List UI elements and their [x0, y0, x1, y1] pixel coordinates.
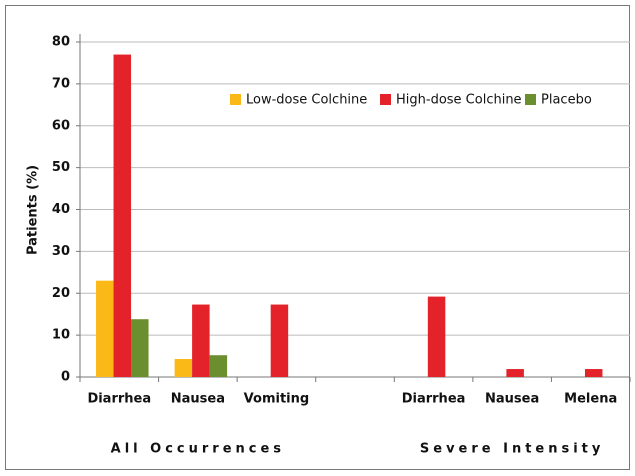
bar [427, 296, 446, 377]
legend-label: Placebo [541, 93, 592, 108]
legend-swatch [525, 94, 536, 105]
legend-swatch [380, 94, 391, 105]
x-tick-label: Melena [564, 392, 617, 407]
legend-swatch [230, 94, 241, 105]
bar [270, 304, 289, 377]
bar [506, 369, 524, 377]
x-tick-label: Diarrhea [402, 392, 466, 407]
x-tick-label: Nausea [485, 392, 539, 407]
y-tick-label: 10 [52, 328, 70, 343]
x-tick-label: Diarrhea [87, 392, 151, 407]
y-tick-label: 70 [52, 76, 70, 91]
y-tick-label: 40 [52, 202, 70, 217]
group-label: All Occurrences [111, 442, 285, 457]
bar [192, 304, 210, 377]
group-label: Severe Intensity [420, 442, 605, 457]
y-axis-label: Patients (%) [26, 165, 41, 255]
y-tick-label: 30 [52, 244, 70, 259]
y-tick-label: 0 [61, 370, 70, 385]
bar [584, 369, 603, 377]
y-tick-label: 80 [52, 35, 70, 50]
y-tick-label: 20 [52, 286, 70, 301]
frame [5, 5, 630, 470]
legend-label: Low-dose Colchine [246, 93, 367, 108]
y-tick-label: 60 [52, 118, 70, 133]
bar [209, 355, 228, 377]
bar [131, 319, 149, 377]
legend-label: High-dose Colchine [396, 93, 522, 108]
bar [174, 358, 193, 377]
y-tick-label: 50 [52, 160, 70, 175]
x-tick-label: Nausea [171, 392, 225, 407]
x-tick-label: Vomiting [244, 392, 310, 407]
bar [96, 280, 114, 377]
bar [113, 54, 132, 377]
